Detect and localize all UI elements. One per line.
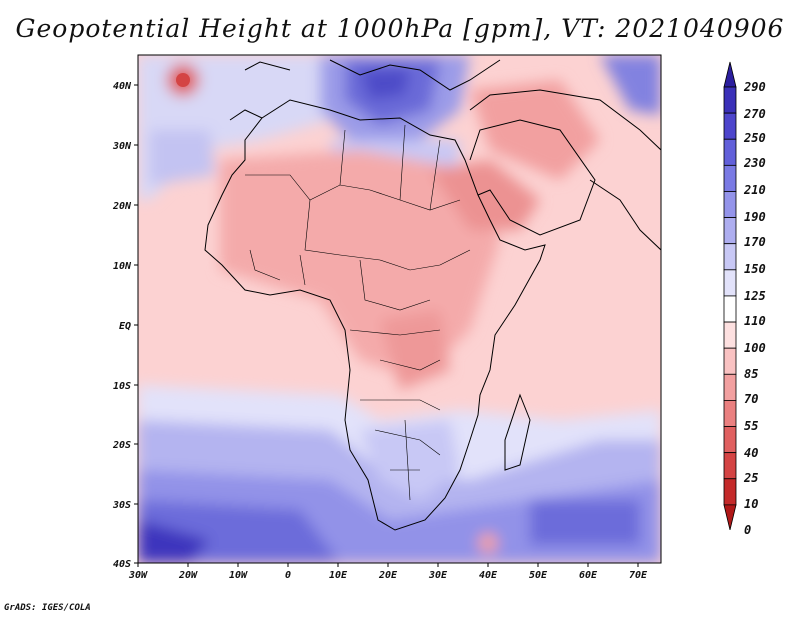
map-title: Geopotential Height at 1000hPa [gpm], VT… — [15, 14, 785, 43]
colorbar-label-85: 85 — [744, 367, 758, 381]
grads-credit: GrADS: IGES/COLA — [4, 603, 91, 613]
lon-label-0: 0 — [285, 570, 291, 581]
colorbar-segment — [723, 191, 737, 218]
colorbar-arrow-top — [723, 61, 737, 88]
lat-label-40s: 40S — [113, 559, 131, 570]
colorbar-label-110: 110 — [744, 314, 766, 328]
lon-label-40e: 40E — [479, 570, 498, 581]
colorbar-label-40: 40 — [744, 446, 758, 460]
lat-label-20n: 20N — [112, 201, 132, 212]
colorbar-segment — [723, 112, 737, 140]
colorbar-label-250: 250 — [743, 131, 766, 145]
lat-label-10s: 10S — [113, 381, 131, 392]
coastlines — [204, 59, 661, 531]
colorbar-label-55: 55 — [744, 419, 758, 433]
colorbar-label-190: 190 — [744, 210, 766, 224]
colorbar-label-230: 230 — [743, 156, 766, 170]
colorbar-segment — [723, 452, 737, 480]
colorbar-segment — [723, 295, 737, 323]
colorbar-segment — [723, 217, 737, 245]
colorbar-segment — [723, 321, 737, 349]
colorbar-segment — [723, 138, 737, 166]
lat-ticks — [134, 84, 138, 564]
colorbar-label-270: 270 — [743, 107, 766, 121]
colorbar-label-70: 70 — [744, 392, 758, 406]
colorbar-segment — [723, 478, 737, 506]
colorbar-segment — [723, 426, 737, 454]
colorbar-label-10: 10 — [744, 497, 758, 511]
lon-ticks — [137, 563, 639, 567]
colorbar-segment — [723, 347, 737, 375]
lon-label-10e: 10E — [329, 570, 348, 581]
lat-label-10n: 10N — [113, 261, 132, 272]
lon-label-10w: 10W — [229, 570, 248, 581]
colorbar — [723, 61, 737, 530]
colorbar-label-25: 25 — [743, 471, 758, 485]
colorbar-labels: 290 270 250 230 210 190 170 150 125 110 … — [743, 80, 766, 537]
lon-labels: 30W 20W 10W 0 10E 20E 30E 40E 50E 60E 70… — [128, 570, 648, 581]
colorbar-segment — [723, 400, 737, 427]
colorbar-label-170: 170 — [744, 235, 766, 249]
lon-label-20e: 20E — [378, 570, 398, 581]
lon-label-20w: 20W — [178, 570, 198, 581]
colorbar-arrow-bottom — [723, 504, 737, 530]
colorbar-segment — [723, 164, 737, 192]
colorbar-label-210: 210 — [743, 183, 766, 197]
colorbar-label-100: 100 — [744, 341, 766, 355]
colorbar-segment — [723, 269, 737, 297]
lon-label-30w: 30W — [128, 570, 148, 581]
lon-label-60e: 60E — [579, 570, 598, 581]
colorbar-segment — [723, 373, 737, 401]
lat-labels: 40N 30N 20N 10N EQ 10S 20S 30S 40S — [112, 81, 132, 570]
lat-label-20s: 20S — [112, 440, 131, 451]
lat-label-eq: EQ — [119, 321, 131, 332]
colorbar-label-0: 0 — [744, 523, 751, 537]
colorbar-label-150: 150 — [744, 262, 766, 276]
colorbar-segment — [723, 86, 737, 114]
lon-label-30e: 30E — [428, 570, 448, 581]
colorbar-label-290: 290 — [743, 80, 766, 94]
lat-label-40n: 40N — [113, 81, 132, 92]
lon-label-70e: 70E — [629, 570, 648, 581]
country-borders — [245, 124, 471, 501]
colorbar-segment — [723, 243, 737, 271]
lat-label-30s: 30S — [112, 500, 131, 511]
lon-label-50e: 50E — [529, 570, 548, 581]
colorbar-label-125: 125 — [744, 289, 766, 303]
map-frame — [137, 54, 662, 564]
lat-label-30n: 30N — [112, 141, 132, 152]
geopotential-field — [138, 55, 661, 563]
